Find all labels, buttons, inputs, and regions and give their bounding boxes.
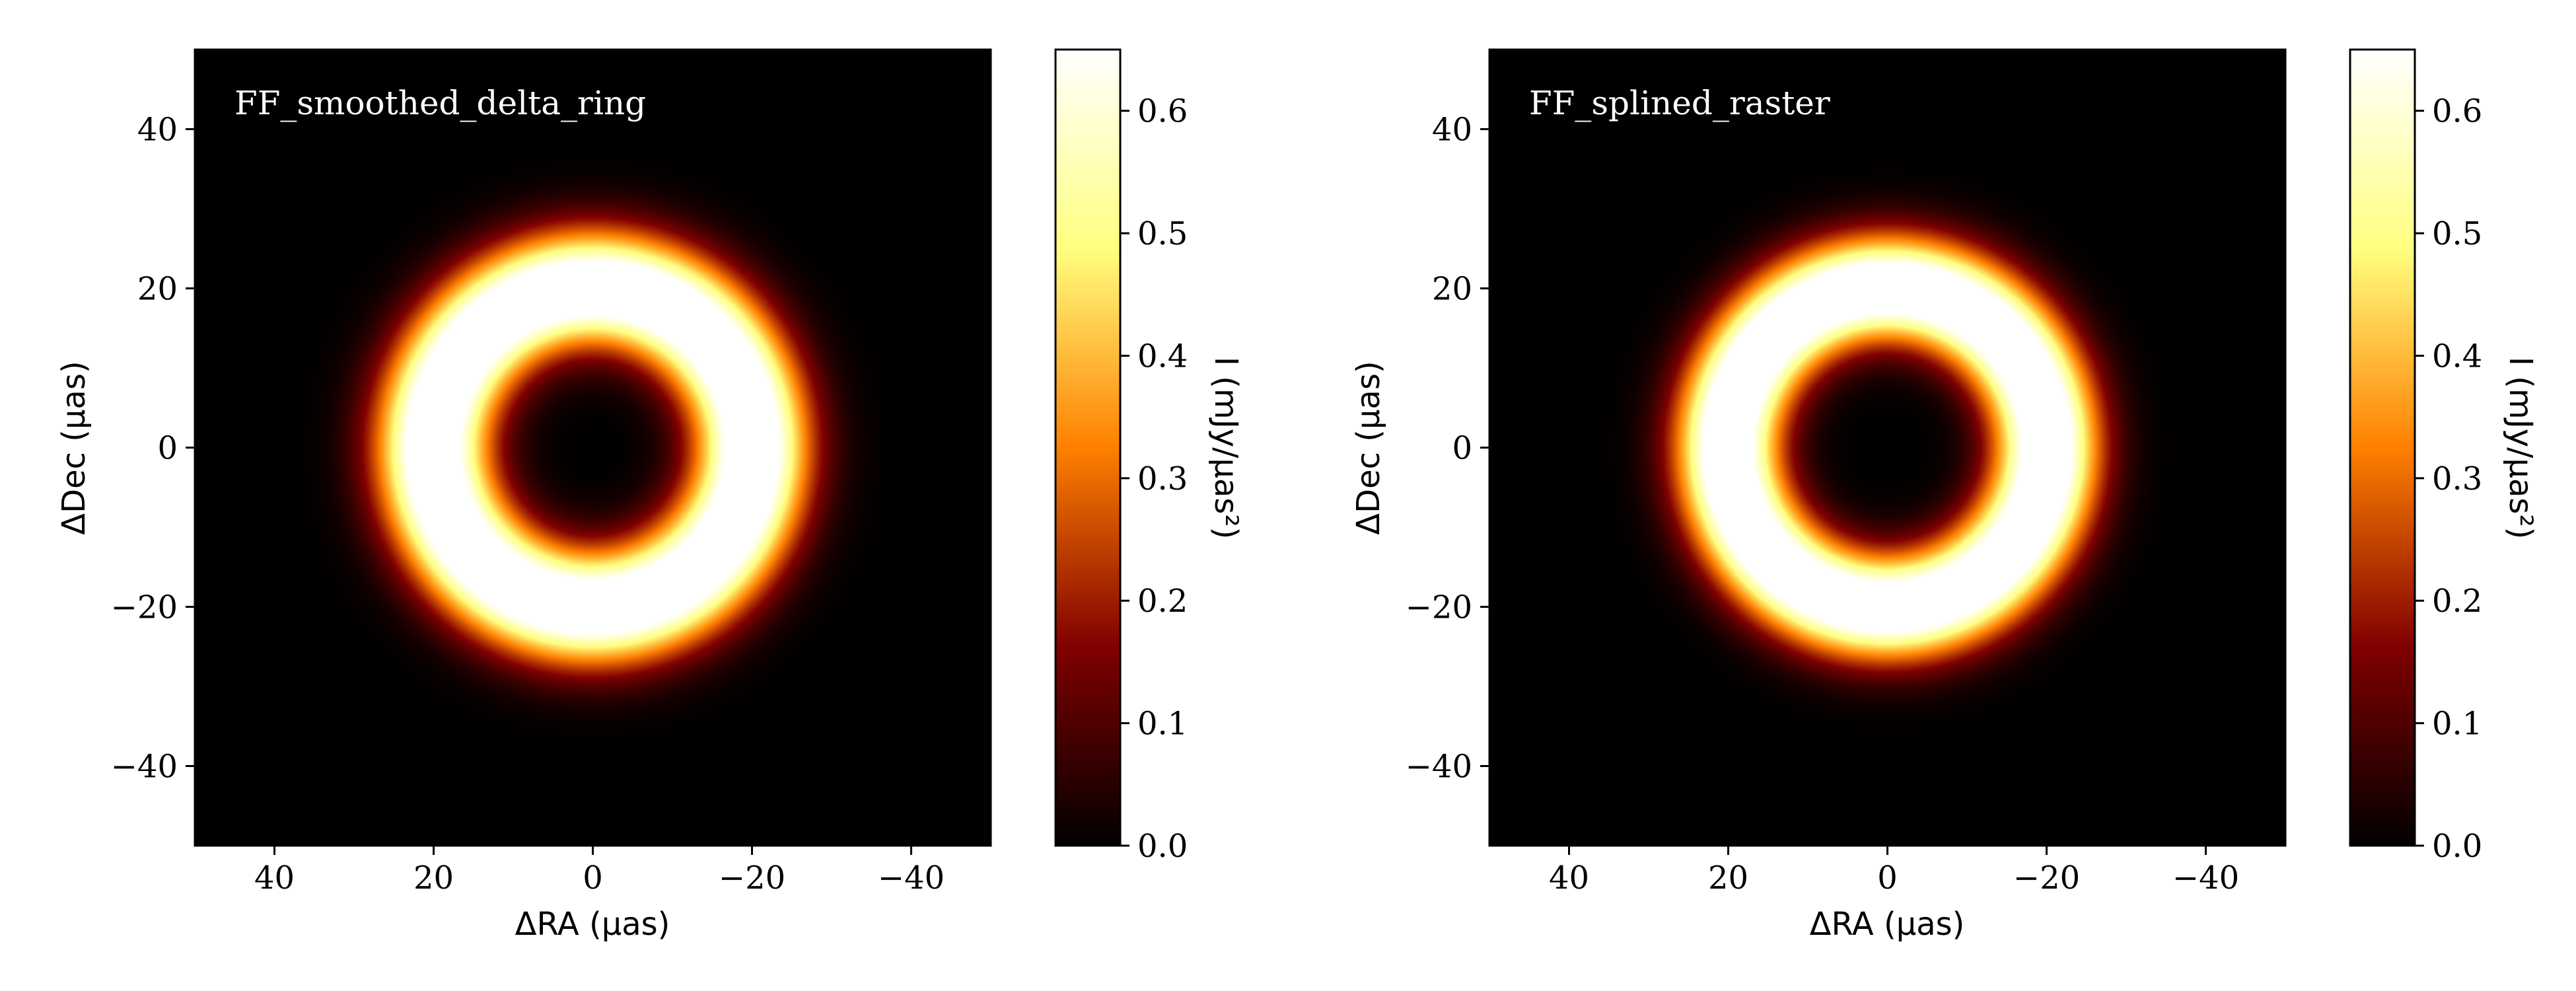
x-tick-label: 40 bbox=[1549, 860, 1589, 897]
x-tick-label: 40 bbox=[254, 860, 295, 897]
colorbar-label-1: I (mJy/μas²) bbox=[1207, 357, 1244, 540]
ring-image-2 bbox=[1488, 48, 2287, 847]
x-tick-label: 0 bbox=[583, 860, 603, 897]
colorbar-tick-label: 0.6 bbox=[1137, 93, 1188, 130]
colorbar-label-2: I (mJy/μas²) bbox=[2502, 357, 2539, 540]
y-axis-label-2: ΔDec (μas) bbox=[1350, 361, 1387, 534]
x-tick-label: 20 bbox=[413, 860, 454, 897]
ring-image-1 bbox=[194, 48, 992, 847]
panel-title-2: FF_splined_raster bbox=[1529, 84, 1830, 122]
y-tick-label: 0 bbox=[1452, 430, 1472, 467]
panel-title-1: FF_smoothed_delta_ring bbox=[234, 84, 646, 122]
x-tick-label: −40 bbox=[2172, 860, 2239, 897]
y-tick-label: −40 bbox=[111, 749, 178, 786]
x-tick-label: 0 bbox=[1877, 860, 1898, 897]
x-tick-label: −40 bbox=[878, 860, 945, 897]
colorbar-tick-label: 0.2 bbox=[1137, 583, 1188, 620]
colorbar-tick-label: 0.5 bbox=[2432, 215, 2482, 252]
panel-2: FF_splined_raster 40 20 0 −20 −40 40 20 0 −20 −4… bbox=[1350, 48, 2539, 943]
colorbar-tick-label: 0.4 bbox=[2432, 338, 2482, 375]
colorbar-tick-label: 0.2 bbox=[2432, 583, 2482, 620]
y-tick-label: 40 bbox=[1432, 112, 1472, 149]
y-tick-label: −20 bbox=[1406, 589, 1472, 626]
colorbar-tick-label: 0.4 bbox=[1137, 338, 1188, 375]
y-tick-label: 20 bbox=[1432, 271, 1472, 308]
ring-band bbox=[1885, 445, 1890, 450]
colorbar-tick-label: 0.3 bbox=[2432, 460, 2482, 497]
colorbar-1 bbox=[1054, 48, 1122, 847]
colorbar-tick-label: 0.0 bbox=[2432, 828, 2482, 865]
y-tick-label: −40 bbox=[1406, 749, 1472, 786]
colorbar-tick-label: 0.1 bbox=[2432, 706, 2482, 743]
y-tick-label: 20 bbox=[137, 271, 178, 308]
y-tick-label: 0 bbox=[157, 430, 178, 467]
y-tick-label: 40 bbox=[137, 112, 178, 149]
x-tick-label: −20 bbox=[719, 860, 785, 897]
colorbar-tick-label: 0.6 bbox=[2432, 93, 2482, 130]
x-axis-label-1: ΔRA (μas) bbox=[515, 906, 670, 943]
colorbar-2 bbox=[2349, 48, 2416, 847]
ring-band bbox=[590, 445, 595, 450]
colorbar-tick-label: 0.1 bbox=[1137, 706, 1188, 743]
colorbar-tick-label: 0.0 bbox=[1137, 828, 1188, 865]
y-axis-label-1: ΔDec (μas) bbox=[55, 361, 92, 534]
x-axis-label-2: ΔRA (μas) bbox=[1810, 906, 1965, 943]
x-tick-label: −20 bbox=[2013, 860, 2080, 897]
y-tick-label: −20 bbox=[111, 589, 178, 626]
colorbar-tick-label: 0.5 bbox=[1137, 215, 1188, 252]
panel-1: FF_smoothed_delta_ring 40 20 0 −20 −40 40 20 0… bbox=[55, 48, 1244, 943]
colorbar-tick-label: 0.3 bbox=[1137, 460, 1188, 497]
x-tick-label: 20 bbox=[1708, 860, 1748, 897]
